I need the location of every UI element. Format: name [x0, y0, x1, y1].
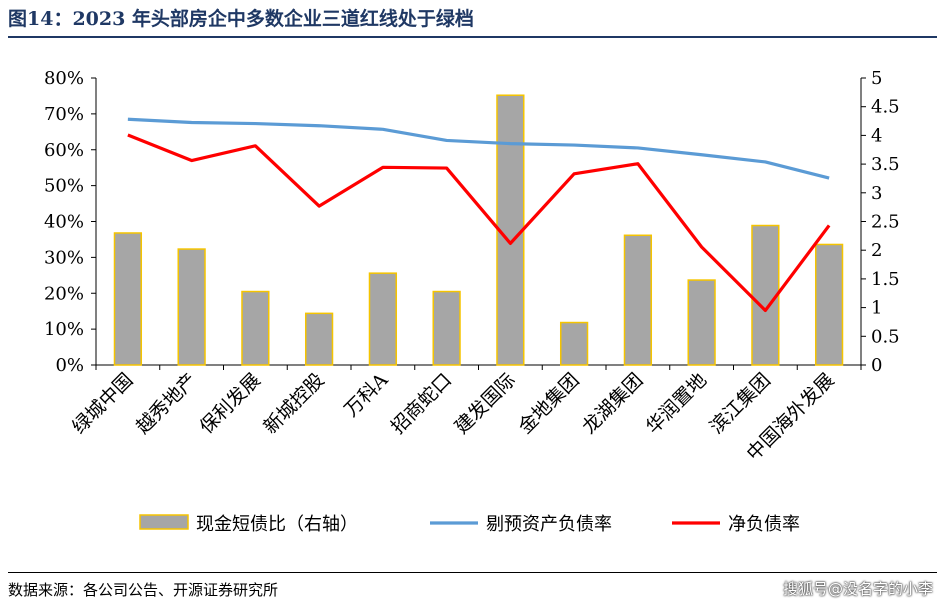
bar — [623, 234, 653, 366]
right-tick-label: 2.5 — [871, 212, 900, 233]
bar — [241, 290, 270, 366]
left-tick-label: 80% — [44, 68, 84, 89]
left-tick-label: 30% — [44, 247, 84, 268]
left-tick-label: 50% — [44, 176, 84, 197]
x-tick-label: 金地集团 — [514, 369, 583, 438]
right-tick-label: 3 — [871, 183, 882, 204]
left-tick-label: 70% — [44, 104, 84, 125]
x-tick-label: 建发国际 — [451, 369, 520, 438]
bar — [814, 243, 844, 366]
left-tick-label: 40% — [44, 212, 84, 233]
line-adjusted-debt-ratio — [127, 117, 830, 180]
x-tick-label: 绿城中国 — [68, 369, 137, 438]
x-tick-label: 招商蛇口 — [387, 369, 456, 438]
x-tick-label: 龙湖集团 — [578, 369, 647, 438]
bar — [368, 272, 398, 366]
watermark: 搜狐号@没名字的小李 — [782, 580, 933, 598]
right-tick-label: 4.5 — [871, 97, 900, 118]
right-tick-label: 5 — [871, 68, 882, 89]
right-tick-label: 1.5 — [871, 269, 900, 290]
bar — [687, 279, 716, 366]
right-tick-label: 1 — [871, 298, 882, 319]
bars — [113, 94, 844, 366]
figure-title: 图14：2023 年头部房企中多数企业三道红线处于绿档 — [8, 8, 474, 30]
x-tick-label: 华润置地 — [642, 369, 711, 438]
lines — [127, 117, 831, 313]
legend-label: 剔预资产负债率 — [486, 514, 612, 535]
title-rule — [8, 36, 937, 38]
bar — [432, 290, 461, 366]
legend: 现金短债比（右轴） 剔预资产负债率 净负债率 — [139, 514, 800, 535]
right-tick-label: 4 — [871, 125, 882, 146]
x-tick-label: 保利发展 — [196, 369, 265, 438]
legend-swatch-bar — [139, 514, 189, 530]
bar — [559, 321, 589, 366]
right-tick-label: 3.5 — [871, 154, 900, 175]
legend-label: 净负债率 — [728, 514, 800, 535]
bar — [177, 248, 206, 366]
axes: 0% 10% 20% 30% 40% 50% 60% 70% 80% 0 0.5 1 1.5 2 2.5 3 3… — [44, 68, 900, 376]
bottom-rule — [8, 572, 937, 573]
right-tick-label: 0.5 — [871, 326, 900, 347]
bar — [751, 224, 780, 366]
bar — [113, 232, 143, 366]
x-tick-label: 越秀地产 — [132, 369, 201, 438]
left-tick-label: 20% — [44, 283, 84, 304]
legend-label: 现金短债比（右轴） — [196, 514, 358, 535]
right-tick-label: 0 — [871, 355, 882, 376]
right-tick-label: 2 — [871, 240, 882, 261]
left-tick-label: 60% — [44, 140, 84, 161]
x-tick-label: 万科A — [340, 369, 392, 421]
line-net-debt-ratio — [127, 133, 831, 313]
bar — [304, 312, 334, 366]
combo-chart: 0% 10% 20% 30% 40% 50% 60% 70% 80% 0 0.5 1 1.5 2 2.5 3 3… — [44, 68, 900, 535]
left-tick-label: 0% — [55, 355, 84, 376]
bar — [496, 94, 525, 366]
source-note: 数据来源：各公司公告、开源证券研究所 — [8, 581, 279, 599]
x-tick-label: 新城控股 — [259, 369, 328, 438]
left-tick-label: 10% — [44, 319, 84, 340]
